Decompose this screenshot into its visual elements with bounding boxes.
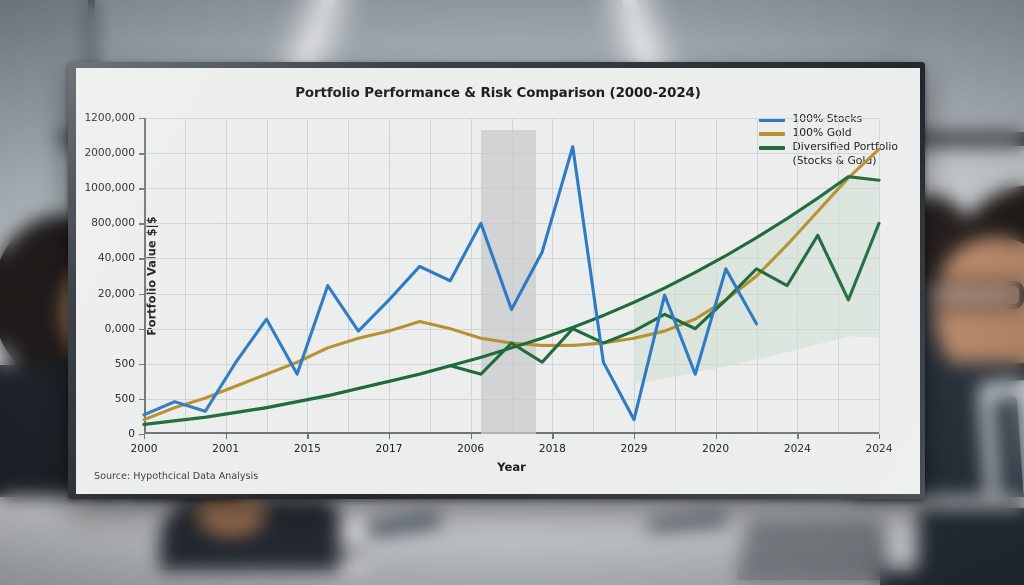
y-axis-tick-label: 500: [114, 392, 135, 405]
x-axis-tick-label: 2001: [212, 443, 240, 455]
x-axis-tick: [144, 434, 146, 439]
y-axis-tick-label: 2000,000: [84, 147, 135, 160]
y-axis-line: [144, 118, 146, 434]
grid-line-vertical: [266, 118, 268, 434]
x-axis-tick-label: 2024: [865, 443, 893, 455]
legend-label: 100% Gold: [792, 126, 852, 140]
legend-item[interactable]: 100% Gold: [759, 126, 898, 139]
source-note: Source: Hypothcical Data Analysis: [94, 471, 259, 482]
y-axis-tick: [139, 188, 144, 190]
grid-line-vertical: [307, 118, 309, 434]
y-axis-tick: [139, 398, 144, 401]
grid-line-vertical: [184, 118, 186, 434]
y-axis-tick-label: 40,000: [97, 252, 135, 265]
grid-line-vertical: [225, 118, 227, 434]
grid-line-vertical: [389, 118, 390, 434]
series-line-100-stocks: [142, 145, 759, 422]
x-axis-tick-label: 2018: [538, 443, 566, 455]
plot-area: Portfolio Value $|$ Year 1200,000 2000,00…: [84, 112, 892, 474]
legend-label: Diversified Portfolio (Stocks & Gold): [792, 140, 898, 167]
y-axis-tick-label: 20,000: [97, 287, 135, 300]
x-axis-tick: [307, 434, 309, 439]
chart-panel: Portfolio Performance & Risk Comparison …: [76, 68, 920, 494]
y-axis-tick: [139, 223, 144, 225]
x-axis-tick: [715, 434, 718, 439]
chart-series-layer: [142, 145, 881, 426]
legend-color-swatch: [759, 118, 786, 122]
x-axis-tick: [634, 434, 636, 439]
x-axis-tick-label: 2017: [375, 443, 403, 455]
y-axis-tick-label: 0: [128, 428, 135, 440]
y-axis-tick-label: 500: [114, 357, 135, 370]
y-axis-tick-label: 1200,000: [84, 112, 135, 124]
x-axis-tick: [552, 434, 554, 439]
grid-line-vertical: [674, 118, 676, 434]
x-axis-tick-label: 2015: [293, 443, 321, 455]
y-axis-tick-label: 800,000: [91, 217, 135, 230]
x-axis-tick: [797, 434, 799, 439]
x-axis-tick: [470, 434, 473, 439]
y-axis-tick: [139, 153, 144, 155]
y-axis-tick: [139, 434, 144, 436]
x-axis-tick: [225, 434, 228, 439]
grid-line-vertical: [634, 118, 635, 434]
series-line-diversified-portfolio-realized: [142, 221, 881, 426]
grid-line-vertical: [879, 118, 880, 434]
x-axis-title: Year: [497, 460, 526, 474]
grid-line-vertical: [552, 118, 554, 434]
presentation-screen: Portfolio Performance & Risk Comparison …: [68, 62, 925, 499]
confidence-band: [634, 176, 879, 384]
x-axis-tick-label: 2024: [783, 443, 811, 455]
y-axis-tick: [139, 258, 144, 260]
legend-item[interactable]: Diversified Portfolio (Stocks & Gold): [759, 140, 898, 167]
x-axis-tick: [879, 434, 881, 439]
legend-color-swatch: [759, 132, 786, 136]
x-axis-tick: [389, 434, 391, 439]
grid-line-vertical: [470, 118, 472, 434]
chart-title: Portfolio Performance & Risk Comparison …: [295, 86, 701, 101]
legend-color-swatch: [759, 146, 786, 150]
y-axis-tick: [139, 118, 144, 120]
x-axis-tick-label: 2020: [702, 443, 730, 455]
grid-line-vertical: [593, 118, 595, 434]
grid-line-vertical: [348, 118, 350, 434]
y-axis-tick: [139, 363, 144, 366]
y-axis-tick: [139, 328, 144, 331]
grid-line-vertical: [429, 118, 431, 434]
y-axis-tick-label: 0,000: [104, 322, 135, 335]
y-axis-tick: [139, 293, 144, 295]
chart-legend: 100% Stocks 100% Gold Diversified Portfoli…: [759, 112, 898, 168]
x-axis-tick-label: 2006: [457, 443, 485, 455]
x-axis-tick-label: 2000: [130, 443, 158, 455]
y-axis-tick-label: 1000,000: [84, 182, 135, 195]
x-axis-tick-label: 2029: [620, 443, 648, 455]
